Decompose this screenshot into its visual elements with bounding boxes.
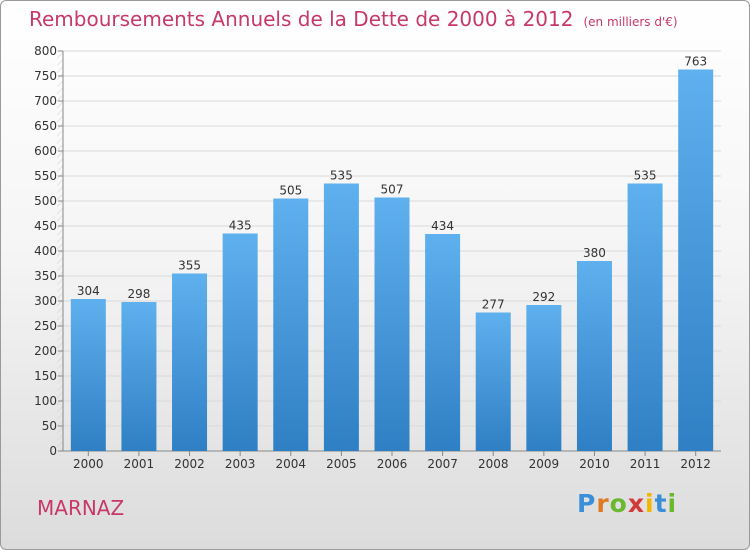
- y-tick-label: 350: [34, 269, 57, 283]
- bar-2003[interactable]: [222, 233, 258, 452]
- data-label: 277: [482, 298, 505, 312]
- bar-2004[interactable]: [273, 198, 309, 452]
- y-tick-label: 0: [49, 444, 57, 458]
- x-tick-label: 2001: [124, 457, 155, 471]
- y-tick-label: 750: [34, 69, 57, 83]
- logo-letter: t: [654, 489, 668, 518]
- bar-2000[interactable]: [70, 299, 106, 451]
- x-tick-label: 2002: [174, 457, 205, 471]
- logo-letter: r: [596, 489, 610, 518]
- proxiti-logo[interactable]: Proxiti: [577, 489, 677, 518]
- chart-header: Remboursements Annuels de la Dette de 20…: [29, 7, 678, 31]
- y-tick-label: 300: [34, 294, 57, 308]
- data-label: 763: [684, 55, 707, 69]
- x-tick-label: 2006: [377, 457, 408, 471]
- bar-2009[interactable]: [526, 305, 562, 451]
- logo-letter: i: [667, 489, 678, 518]
- bar-2002[interactable]: [172, 273, 208, 452]
- label-layer: 304 298 355 435 505 535 507 434 277 292 380 535 763: [77, 55, 707, 312]
- unit-note: (en milliers d'€): [583, 15, 678, 29]
- logo-letter: i: [645, 489, 655, 518]
- x-tick-label: 2003: [225, 457, 256, 471]
- data-label: 507: [381, 183, 404, 197]
- x-tick-label: 2011: [630, 457, 661, 471]
- y-tick-label: 500: [34, 194, 57, 208]
- bar-2006[interactable]: [374, 197, 410, 452]
- bar-2010[interactable]: [576, 261, 612, 451]
- bar-2008[interactable]: [475, 312, 511, 452]
- data-label: 535: [634, 169, 657, 183]
- y-tick-label: 50: [42, 419, 57, 433]
- y-tick-label: 400: [34, 244, 57, 258]
- x-tick-label: 2009: [529, 457, 560, 471]
- y-tick-label: 200: [34, 344, 57, 358]
- bar-2001[interactable]: [121, 302, 157, 451]
- x-tick-label: 2012: [680, 457, 711, 471]
- logo-letter: P: [577, 489, 597, 518]
- logo-letter: o: [609, 489, 628, 518]
- chart-title: Remboursements Annuels de la Dette de 20…: [29, 7, 574, 31]
- x-tick-label: 2008: [478, 457, 509, 471]
- data-label: 292: [532, 290, 555, 304]
- bar-2011[interactable]: [627, 183, 663, 452]
- data-label: 505: [279, 184, 302, 198]
- y-tick-label: 150: [34, 369, 57, 383]
- bar-2012[interactable]: [678, 69, 714, 452]
- bar-2005[interactable]: [323, 183, 359, 452]
- data-label: 535: [330, 169, 353, 183]
- logo-letter: x: [627, 489, 645, 518]
- x-tick-label: 2007: [427, 457, 458, 471]
- data-label: 304: [77, 284, 100, 298]
- data-label: 298: [127, 287, 150, 301]
- x-tick-label: 2010: [579, 457, 610, 471]
- x-tick-label: 2000: [73, 457, 104, 471]
- y-tick-label: 100: [34, 394, 57, 408]
- data-label: 380: [583, 246, 606, 260]
- data-label: 434: [431, 219, 454, 233]
- y-tick-label: 700: [34, 94, 57, 108]
- y-tick-label: 550: [34, 169, 57, 183]
- y-tick-label: 650: [34, 119, 57, 133]
- axis-layer: 0 50 100 150 200 250 300 350 400 450 500 550 600 650 7…: [34, 44, 721, 471]
- y-tick-label: 800: [34, 44, 57, 58]
- bar-layer: [70, 69, 714, 452]
- data-label: 355: [178, 259, 201, 273]
- bar-2007[interactable]: [425, 234, 461, 451]
- data-label: 435: [229, 219, 252, 233]
- x-tick-label: 2004: [275, 457, 306, 471]
- y-tick-label: 600: [34, 144, 57, 158]
- city-name: MARNAZ: [37, 496, 125, 520]
- y-tick-label: 450: [34, 219, 57, 233]
- y-tick-label: 250: [34, 319, 57, 333]
- x-tick-label: 2005: [326, 457, 357, 471]
